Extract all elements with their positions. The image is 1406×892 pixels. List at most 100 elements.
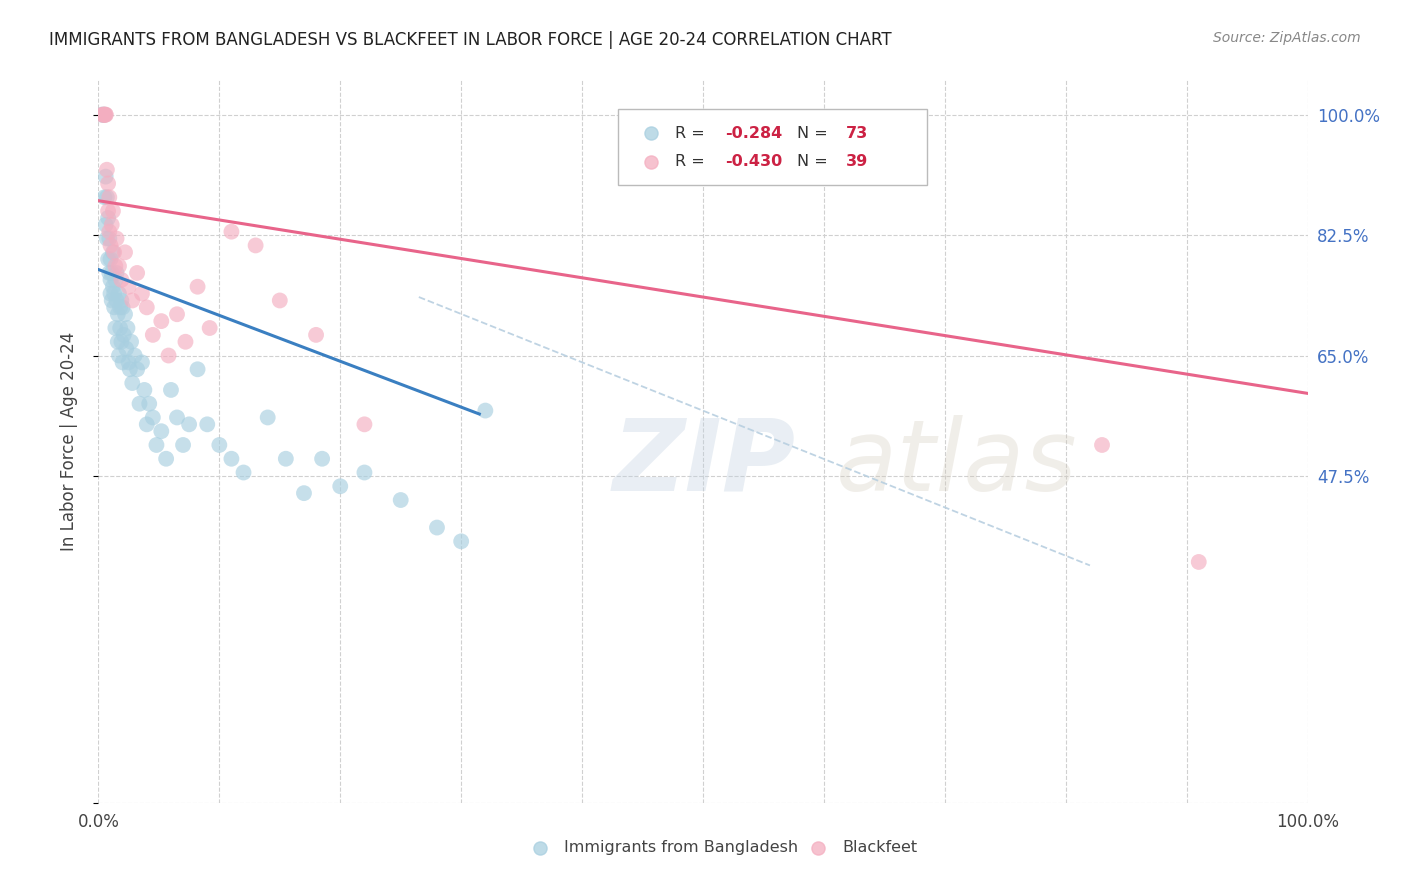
Point	[121, 293, 143, 308]
Point	[157, 349, 180, 363]
Point	[115, 342, 138, 356]
Point	[1188, 555, 1211, 569]
Point	[110, 293, 132, 308]
Point	[101, 204, 124, 219]
Point	[124, 349, 146, 363]
Point	[107, 307, 129, 321]
Point	[100, 218, 122, 232]
Point	[118, 362, 141, 376]
Point	[112, 327, 135, 342]
Point	[187, 362, 209, 376]
FancyBboxPatch shape	[619, 109, 927, 185]
Text: N =: N =	[797, 126, 828, 141]
Point	[110, 273, 132, 287]
Point	[105, 293, 128, 308]
Point	[94, 108, 117, 122]
Point	[426, 520, 449, 534]
Point	[104, 273, 127, 287]
Point	[353, 417, 375, 432]
Point	[100, 293, 122, 308]
Point	[142, 327, 165, 342]
Point	[94, 218, 117, 232]
Point	[103, 301, 125, 315]
Point	[94, 108, 117, 122]
Point	[96, 190, 118, 204]
Point	[105, 266, 128, 280]
Point	[101, 279, 124, 293]
Point	[166, 410, 188, 425]
Text: Source: ZipAtlas.com: Source: ZipAtlas.com	[1213, 31, 1361, 45]
Point	[305, 327, 328, 342]
Point	[110, 334, 132, 349]
Point	[292, 486, 315, 500]
Point	[118, 355, 141, 369]
Point	[127, 362, 149, 376]
Point	[104, 259, 127, 273]
Point	[166, 307, 188, 321]
Point	[329, 479, 352, 493]
Point	[98, 266, 121, 280]
Point	[91, 108, 114, 122]
Point	[131, 286, 153, 301]
Point	[150, 424, 173, 438]
Point	[232, 466, 254, 480]
Point	[108, 301, 131, 315]
Point	[155, 451, 177, 466]
Text: Immigrants from Bangladesh: Immigrants from Bangladesh	[564, 840, 799, 855]
Point	[269, 293, 291, 308]
Point	[114, 245, 136, 260]
Point	[108, 286, 131, 301]
Point	[195, 417, 218, 432]
Point	[100, 266, 122, 280]
Point	[111, 301, 134, 315]
Point	[98, 190, 121, 204]
Point	[97, 211, 120, 225]
Point	[105, 231, 128, 245]
Point	[142, 410, 165, 425]
Point	[256, 410, 278, 425]
Point	[96, 231, 118, 245]
Text: 73: 73	[845, 126, 868, 141]
Point	[135, 417, 157, 432]
Point	[208, 438, 231, 452]
Point	[529, 838, 551, 853]
Point	[127, 266, 149, 280]
Point	[474, 403, 496, 417]
Text: IMMIGRANTS FROM BANGLADESH VS BLACKFEET IN LABOR FORCE | AGE 20-24 CORRELATION C: IMMIGRANTS FROM BANGLADESH VS BLACKFEET …	[49, 31, 891, 49]
Point	[97, 204, 120, 219]
Point	[172, 438, 194, 452]
Point	[93, 190, 115, 204]
Point	[104, 321, 127, 335]
Point	[131, 355, 153, 369]
Y-axis label: In Labor Force | Age 20-24: In Labor Force | Age 20-24	[59, 332, 77, 551]
Point	[145, 438, 167, 452]
Point	[118, 279, 141, 293]
Point	[221, 451, 243, 466]
Point	[135, 301, 157, 315]
Point	[160, 383, 183, 397]
Point	[245, 238, 267, 252]
Point	[111, 355, 134, 369]
Point	[108, 259, 131, 273]
Point	[114, 307, 136, 321]
Point	[91, 108, 114, 122]
Text: -0.284: -0.284	[724, 126, 782, 141]
Text: R =: R =	[675, 154, 704, 169]
Text: ZIP: ZIP	[613, 415, 796, 512]
Point	[121, 376, 143, 390]
Text: N =: N =	[797, 154, 828, 169]
Text: atlas: atlas	[837, 415, 1077, 512]
Point	[98, 225, 121, 239]
Point	[389, 493, 412, 508]
Point	[97, 177, 120, 191]
Text: Blackfeet: Blackfeet	[842, 840, 917, 855]
Point	[150, 314, 173, 328]
Point	[187, 279, 209, 293]
Point	[94, 169, 117, 184]
Point	[108, 349, 131, 363]
Point	[91, 108, 114, 122]
Text: 39: 39	[845, 154, 868, 169]
Point	[221, 225, 243, 239]
Point	[96, 162, 118, 177]
Point	[807, 838, 830, 853]
